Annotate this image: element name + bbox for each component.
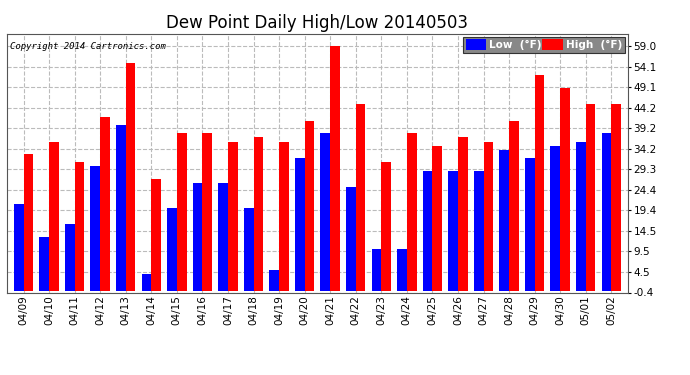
Bar [448,171,458,291]
Bar [331,46,340,291]
Bar [576,142,586,291]
Bar [611,104,621,291]
Text: Copyright 2014 Cartronics.com: Copyright 2014 Cartronics.com [10,42,166,51]
Bar [39,237,49,291]
Bar [193,183,202,291]
Bar [269,270,279,291]
Bar [202,133,212,291]
Bar [49,142,59,291]
Bar [228,142,237,291]
Bar [295,158,304,291]
Bar [560,88,570,291]
Bar [423,171,433,291]
Bar [356,104,366,291]
Bar [304,121,315,291]
Bar [372,249,382,291]
Bar [525,158,535,291]
Bar [509,121,519,291]
Bar [65,225,75,291]
Bar [484,142,493,291]
Bar [397,249,407,291]
Bar [14,204,23,291]
Bar [23,154,33,291]
Bar [90,166,100,291]
Bar [167,208,177,291]
Bar [141,274,151,291]
Bar [551,146,560,291]
Title: Dew Point Daily High/Low 20140503: Dew Point Daily High/Low 20140503 [166,14,469,32]
Bar [279,142,289,291]
Bar [253,137,263,291]
Bar [116,125,126,291]
Bar [151,179,161,291]
Bar [407,133,417,291]
Bar [75,162,84,291]
Bar [586,104,595,291]
Bar [535,75,544,291]
Bar [433,146,442,291]
Bar [458,137,468,291]
Bar [500,150,509,291]
Bar [244,208,253,291]
Bar [126,63,135,291]
Legend: Low  (°F), High  (°F): Low (°F), High (°F) [463,37,624,53]
Bar [474,171,484,291]
Bar [218,183,228,291]
Bar [346,187,356,291]
Bar [320,133,331,291]
Bar [100,117,110,291]
Bar [177,133,186,291]
Bar [382,162,391,291]
Bar [602,133,611,291]
